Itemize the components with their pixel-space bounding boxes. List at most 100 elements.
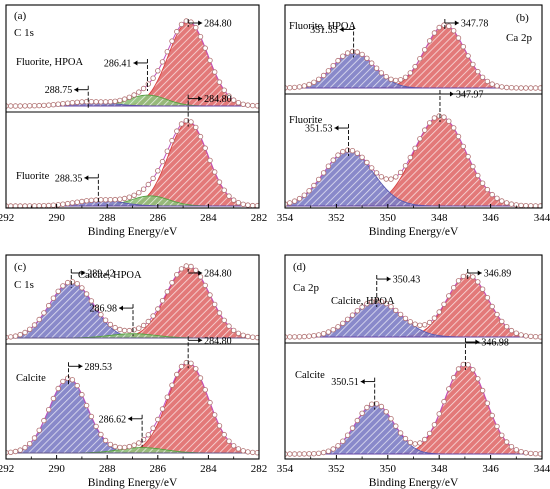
data-point [369,165,375,171]
data-point [107,321,114,328]
x-axis-label: Binding Energy/eV [88,477,178,489]
element-label: C 1s [14,27,34,39]
data-point [117,196,123,202]
data-point [431,422,438,428]
data-point [494,195,500,201]
data-point [235,99,242,106]
peak-annotation: 284.80 [187,336,232,369]
data-point [422,127,428,133]
data-point [446,118,452,124]
data-point [83,402,90,409]
data-point [431,315,438,321]
data-point [88,98,95,105]
x-tick-label: 288 [99,212,116,224]
data-point [532,334,539,340]
data-point [64,375,71,381]
data-point [320,449,327,456]
data-point [221,87,227,93]
data-point [407,70,413,76]
peak-value-label: 350.43 [393,275,421,286]
data-point [98,99,104,105]
data-point [112,196,118,203]
sample-label: Fluorite, HPOA [16,57,84,68]
data-point [12,448,19,455]
arrow-head [198,20,203,26]
data-point [359,51,365,58]
data-point [112,443,118,450]
data-point [197,274,204,280]
data-point [46,407,52,413]
peak-annotation: 284.80 [187,19,232,30]
data-point [155,306,161,312]
data-point [207,399,213,406]
data-point [301,192,307,198]
data-point [436,24,442,31]
peak-value-label: 286.62 [99,414,127,425]
data-point [121,195,128,202]
x-tick-label: 344 [534,212,550,224]
data-point [364,159,370,166]
data-point [93,305,99,311]
data-point [164,289,170,295]
data-point [528,85,534,91]
data-point [211,412,218,418]
data-point [470,61,476,68]
data-point [460,273,466,280]
data-point [121,444,128,451]
data-point [528,450,534,457]
data-point [102,197,109,203]
peak-annotation: 350.51 [331,377,376,410]
data-point [513,330,519,336]
data-point [446,23,452,29]
peak-value-label: 347.97 [456,89,484,100]
data-point [320,331,327,337]
data-point [249,449,256,456]
data-point [470,163,476,170]
data-point [107,98,114,105]
data-point [320,72,327,79]
data-point [446,293,452,299]
panel-label: (a) [14,10,27,22]
data-point [12,333,19,339]
data-point [55,101,61,107]
data-point [235,199,242,206]
data-point [508,444,515,450]
data-point [296,84,303,90]
x-tick-label: 350 [380,212,397,224]
peak-annotation: 289.42 [70,269,115,288]
peak-annotation: 284.80 [187,269,232,280]
data-point [311,79,317,85]
data-point [475,172,481,179]
data-point [330,62,336,69]
data-point [426,430,433,437]
data-point [88,298,95,304]
x-axis-label: Binding Energy/eV [88,226,178,238]
data-point [451,374,457,381]
spectrum-bottom [285,361,542,457]
data-point [226,93,232,99]
data-point [46,202,52,208]
panel-d: Calcite, HPOA 350.43 346.89 Calcite 350.51 34… [277,254,550,489]
x-axis-label: Binding Energy/eV [369,477,459,489]
data-point [12,103,19,109]
data-point [460,361,466,368]
peak-annotation: 351.53 [305,124,349,157]
data-point [479,387,486,394]
arrow-head [84,175,89,181]
data-point [301,451,307,457]
data-point [518,332,524,338]
data-point [117,326,123,333]
arrow-head [74,87,79,93]
data-point [188,360,194,366]
data-point [508,327,515,334]
data-point [455,366,462,372]
data-point [311,333,317,339]
peak-value-label: 284.80 [204,269,232,280]
data-point [349,147,356,154]
data-point [64,100,71,106]
data-point [306,81,312,88]
data-point [36,316,42,323]
data-point [136,189,142,196]
